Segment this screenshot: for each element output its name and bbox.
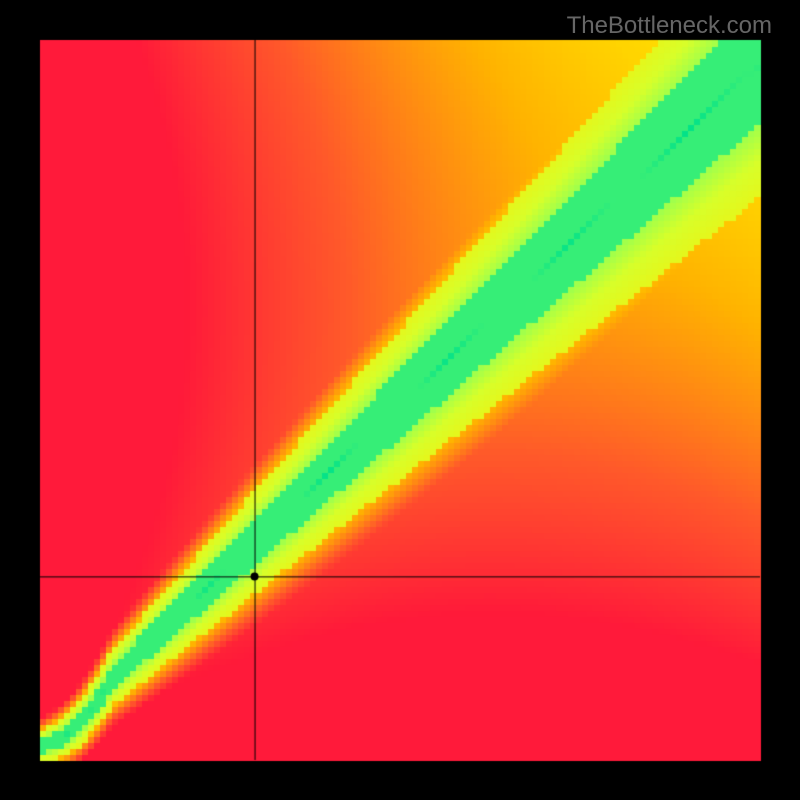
heatmap-canvas (0, 0, 800, 800)
watermark-text: TheBottleneck.com (567, 12, 772, 40)
chart-container: TheBottleneck.com (0, 0, 800, 800)
